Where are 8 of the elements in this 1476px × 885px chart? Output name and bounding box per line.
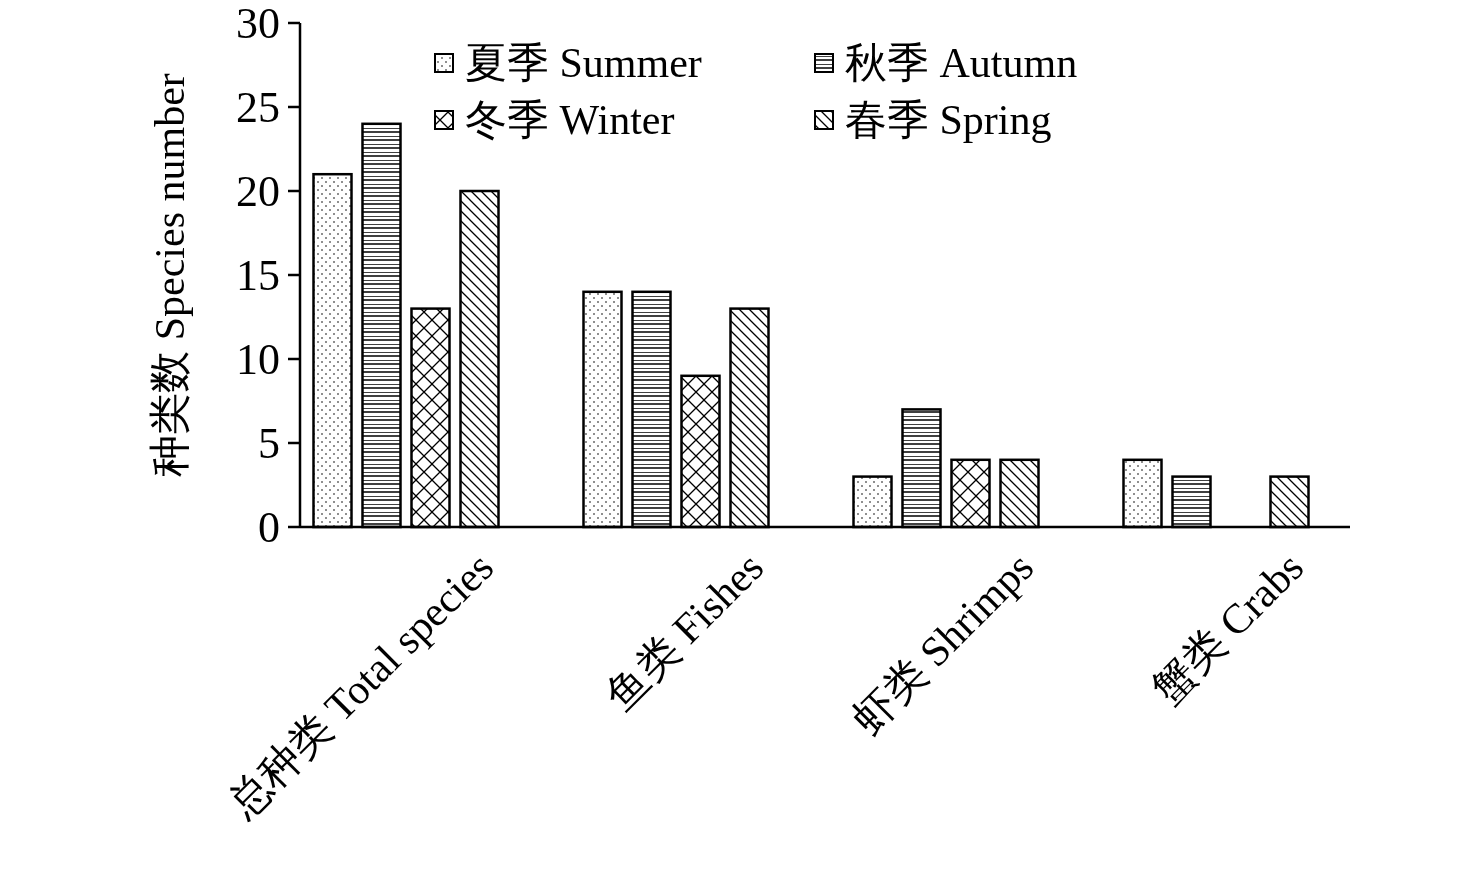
y-tick-label: 30 — [236, 0, 280, 48]
y-tick-label: 0 — [258, 502, 280, 552]
y-tick-label: 15 — [236, 250, 280, 300]
y-tick-label: 20 — [236, 166, 280, 216]
y-tick-label: 5 — [258, 418, 280, 468]
y-axis-title: 种类数 Species number — [147, 73, 193, 477]
y-tick-label: 25 — [236, 82, 280, 132]
y-tick-label: 10 — [236, 334, 280, 384]
